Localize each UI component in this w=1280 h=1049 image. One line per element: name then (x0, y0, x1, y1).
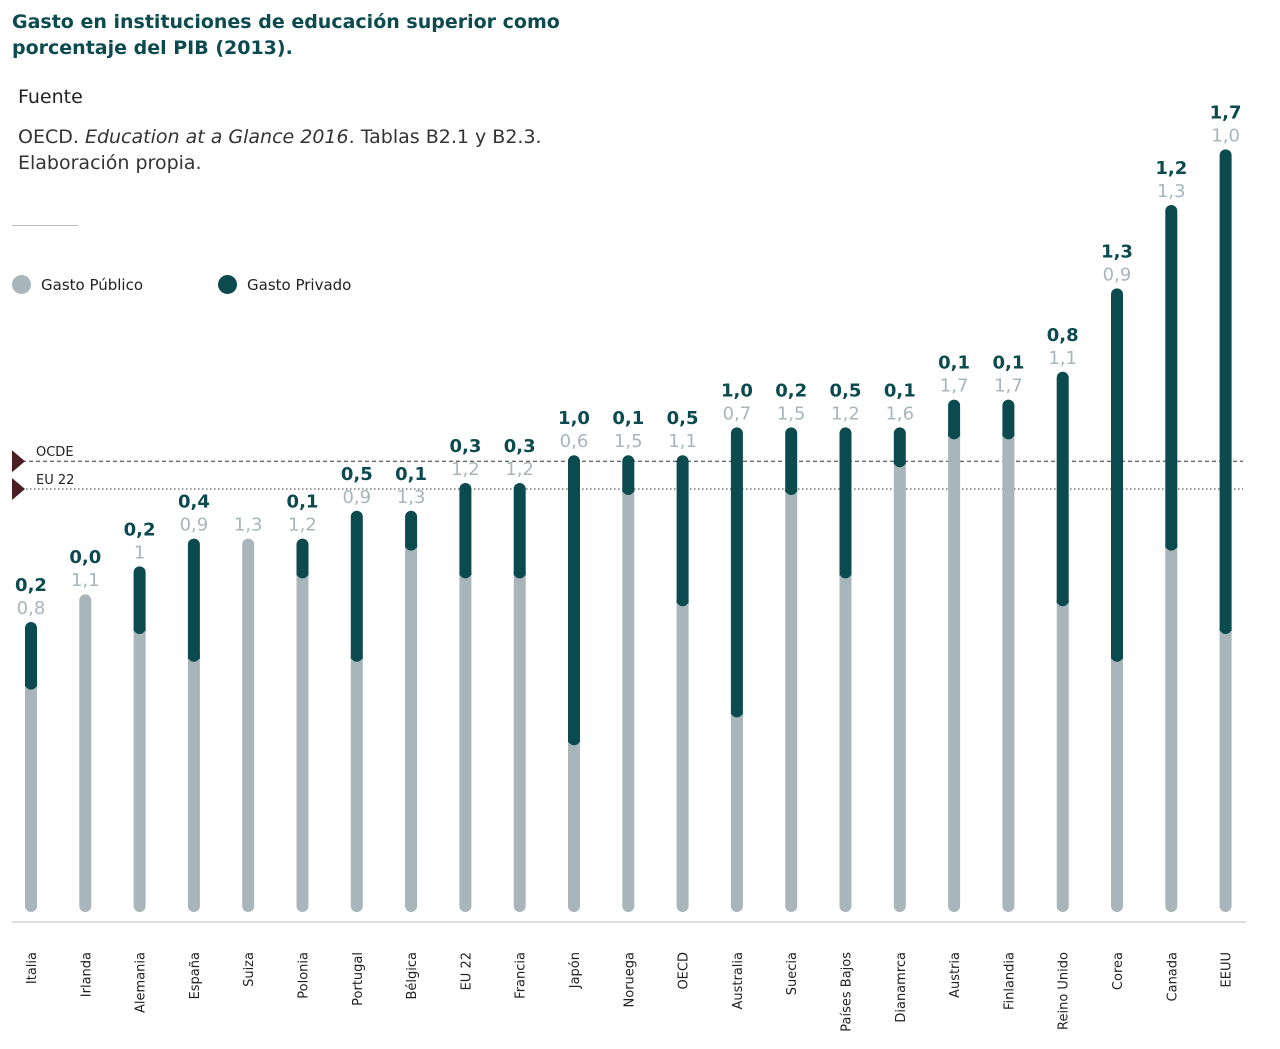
category-label-14: Suecia (785, 952, 800, 995)
data-label-public-1: 1,1 (71, 570, 100, 591)
legend-private-label: Gasto Privado (247, 275, 352, 294)
data-label-public-21: 1,3 (1157, 181, 1186, 202)
legend-private: Gasto Privado (218, 275, 351, 294)
data-label-public-15: 1,2 (831, 403, 860, 424)
category-label-3: España (188, 952, 203, 999)
data-label-private-19: 0,8 (1047, 325, 1079, 346)
reference-marker-0 (12, 450, 25, 473)
category-label-6: Portugal (351, 952, 366, 1006)
data-label-public-13: 0,7 (723, 403, 752, 424)
data-label-public-8: 1,2 (451, 459, 480, 480)
data-label-private-5: 0,1 (287, 492, 319, 513)
category-label-16: Dianamrca (894, 952, 909, 1023)
category-label-5: Polonia (297, 952, 312, 999)
category-label-15: Países Bajos (840, 952, 855, 1032)
data-label-private-20: 1,3 (1101, 241, 1133, 262)
legend-private-swatch (218, 275, 237, 294)
data-label-private-21: 1,2 (1155, 158, 1187, 179)
data-label-private-2: 0,2 (124, 519, 156, 540)
reference-label-1: EU 22 (36, 473, 74, 488)
data-label-private-10: 1,0 (558, 408, 590, 429)
category-label-17: Austria (948, 952, 963, 998)
category-label-12: OECD (677, 952, 692, 990)
data-label-private-7: 0,1 (395, 464, 427, 485)
data-label-private-13: 1,0 (721, 380, 753, 401)
legend-public-label: Gasto Público (41, 275, 144, 294)
data-label-public-20: 0,9 (1103, 264, 1132, 285)
category-label-18: Finlandia (1002, 952, 1017, 1010)
data-label-public-0: 0,8 (17, 598, 46, 619)
category-label-13: Australia (731, 952, 746, 1010)
category-label-7: Bélgica (405, 952, 420, 1000)
data-label-public-6: 0,9 (342, 487, 371, 508)
category-label-0: Italia (25, 952, 40, 984)
data-label-private-14: 0,2 (775, 380, 807, 401)
source-text: OECD. Education at a Glance 2016. Tablas… (18, 124, 578, 176)
data-label-private-11: 0,1 (612, 408, 644, 429)
data-label-private-0: 0,2 (15, 575, 47, 596)
data-label-public-4: 1,3 (234, 515, 263, 536)
data-label-public-10: 0,6 (560, 431, 589, 452)
data-label-private-18: 0,1 (992, 353, 1024, 374)
category-label-22: EEUU (1220, 952, 1235, 987)
data-label-public-19: 1,1 (1048, 348, 1077, 369)
category-label-20: Corea (1111, 952, 1126, 990)
category-label-10: Japón (568, 952, 583, 989)
reference-label-0: OCDE (36, 445, 74, 460)
data-label-public-17: 1,7 (940, 376, 969, 397)
data-label-private-16: 0,1 (884, 380, 916, 401)
legend-public-swatch (12, 275, 31, 294)
data-label-private-8: 0,3 (449, 436, 481, 457)
data-label-private-17: 0,1 (938, 353, 970, 374)
data-label-public-16: 1,6 (885, 403, 914, 424)
data-label-public-18: 1,7 (994, 376, 1023, 397)
legend-public: Gasto Público (12, 275, 143, 294)
category-label-11: Noruega (622, 952, 637, 1007)
source-text-after: . Tablas B2.1 y B2.3. (348, 126, 542, 148)
divider (12, 225, 78, 226)
category-label-1: Irlanda (79, 952, 94, 997)
chart-title: Gasto en instituciones de educación supe… (12, 11, 560, 59)
source-text-before: OECD. (18, 126, 85, 148)
source-heading: Fuente (18, 86, 83, 108)
data-label-private-6: 0,5 (341, 464, 373, 485)
data-label-public-12: 1,1 (668, 431, 697, 452)
data-label-private-22: 1,7 (1210, 102, 1242, 123)
data-label-private-15: 0,5 (830, 380, 862, 401)
data-label-public-7: 1,3 (397, 487, 426, 508)
data-label-public-14: 1,5 (777, 403, 806, 424)
category-label-9: Francia (514, 952, 529, 999)
source-publication: Education at a Glance 2016 (84, 126, 349, 148)
category-label-2: Alemania (134, 952, 149, 1013)
data-label-public-5: 1,2 (288, 515, 317, 536)
category-label-21: Canada (1165, 952, 1180, 1001)
data-label-private-9: 0,3 (504, 436, 536, 457)
category-label-8: EU 22 (459, 952, 474, 990)
data-label-private-1: 0,0 (69, 547, 101, 568)
data-label-public-9: 1,2 (505, 459, 534, 480)
data-label-public-11: 1,5 (614, 431, 643, 452)
data-label-public-3: 0,9 (180, 515, 209, 536)
data-label-public-22: 1,0 (1211, 125, 1240, 146)
source-text-line2: Elaboración propia. (18, 152, 202, 174)
category-label-19: Reino Unido (1057, 952, 1072, 1030)
data-label-private-3: 0,4 (178, 492, 210, 513)
reference-marker-1 (12, 478, 25, 500)
data-label-private-12: 0,5 (667, 408, 699, 429)
category-label-4: Suiza (242, 952, 257, 987)
data-label-public-2: 1 (134, 542, 145, 563)
